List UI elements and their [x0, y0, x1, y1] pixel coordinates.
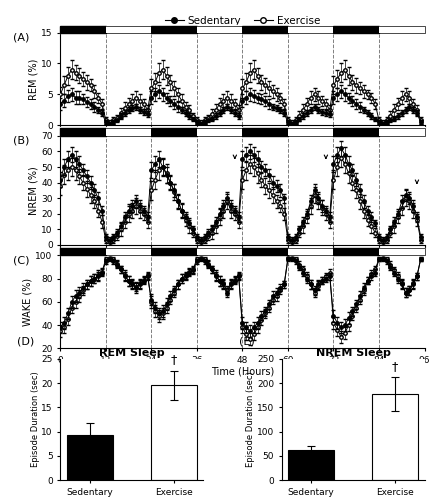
Y-axis label: REM (%): REM (%) [28, 58, 38, 100]
Bar [287, 248, 333, 256]
Bar [333, 26, 378, 32]
Y-axis label: NREM (%): NREM (%) [28, 166, 38, 215]
Bar [151, 128, 197, 136]
Bar [288, 450, 334, 480]
Bar [197, 248, 242, 256]
Bar [371, 394, 417, 480]
Bar [60, 26, 424, 32]
Bar [60, 128, 424, 136]
Bar [287, 128, 333, 136]
Bar [106, 128, 151, 136]
Y-axis label: Episode Duration (sec): Episode Duration (sec) [246, 372, 255, 468]
Legend: Sedentary, Exercise: Sedentary, Exercise [160, 12, 323, 30]
Bar [242, 26, 287, 32]
Text: (D): (D) [18, 336, 35, 346]
Text: †: † [391, 360, 397, 373]
Bar [197, 26, 242, 32]
Bar [287, 26, 333, 32]
Bar [60, 127, 424, 136]
Bar [242, 248, 287, 256]
Text: (C): (C) [13, 256, 29, 266]
Bar [151, 26, 197, 32]
Bar [151, 248, 197, 256]
Title: NREM Sleep: NREM Sleep [315, 348, 390, 358]
Bar [197, 128, 242, 136]
Bar [60, 248, 424, 256]
Bar [378, 128, 424, 136]
Bar [333, 128, 378, 136]
Text: (E): (E) [238, 336, 254, 346]
Bar [60, 248, 424, 256]
Bar [60, 128, 106, 136]
Bar [67, 436, 113, 480]
Bar [106, 26, 151, 32]
Y-axis label: WAKE (%): WAKE (%) [23, 278, 33, 326]
Bar [60, 248, 106, 256]
Text: (A): (A) [13, 32, 29, 42]
X-axis label: Time (Hours): Time (Hours) [210, 366, 273, 376]
Bar [106, 248, 151, 256]
Bar [333, 248, 378, 256]
Bar [378, 248, 424, 256]
Bar [60, 25, 424, 32]
Bar [242, 128, 287, 136]
Text: †: † [170, 353, 176, 366]
Y-axis label: Episode Duration (sec): Episode Duration (sec) [31, 372, 40, 468]
Bar [150, 386, 196, 480]
Text: (B): (B) [13, 136, 29, 146]
Bar [378, 26, 424, 32]
Title: REM Sleep: REM Sleep [99, 348, 164, 358]
Bar [60, 26, 106, 32]
